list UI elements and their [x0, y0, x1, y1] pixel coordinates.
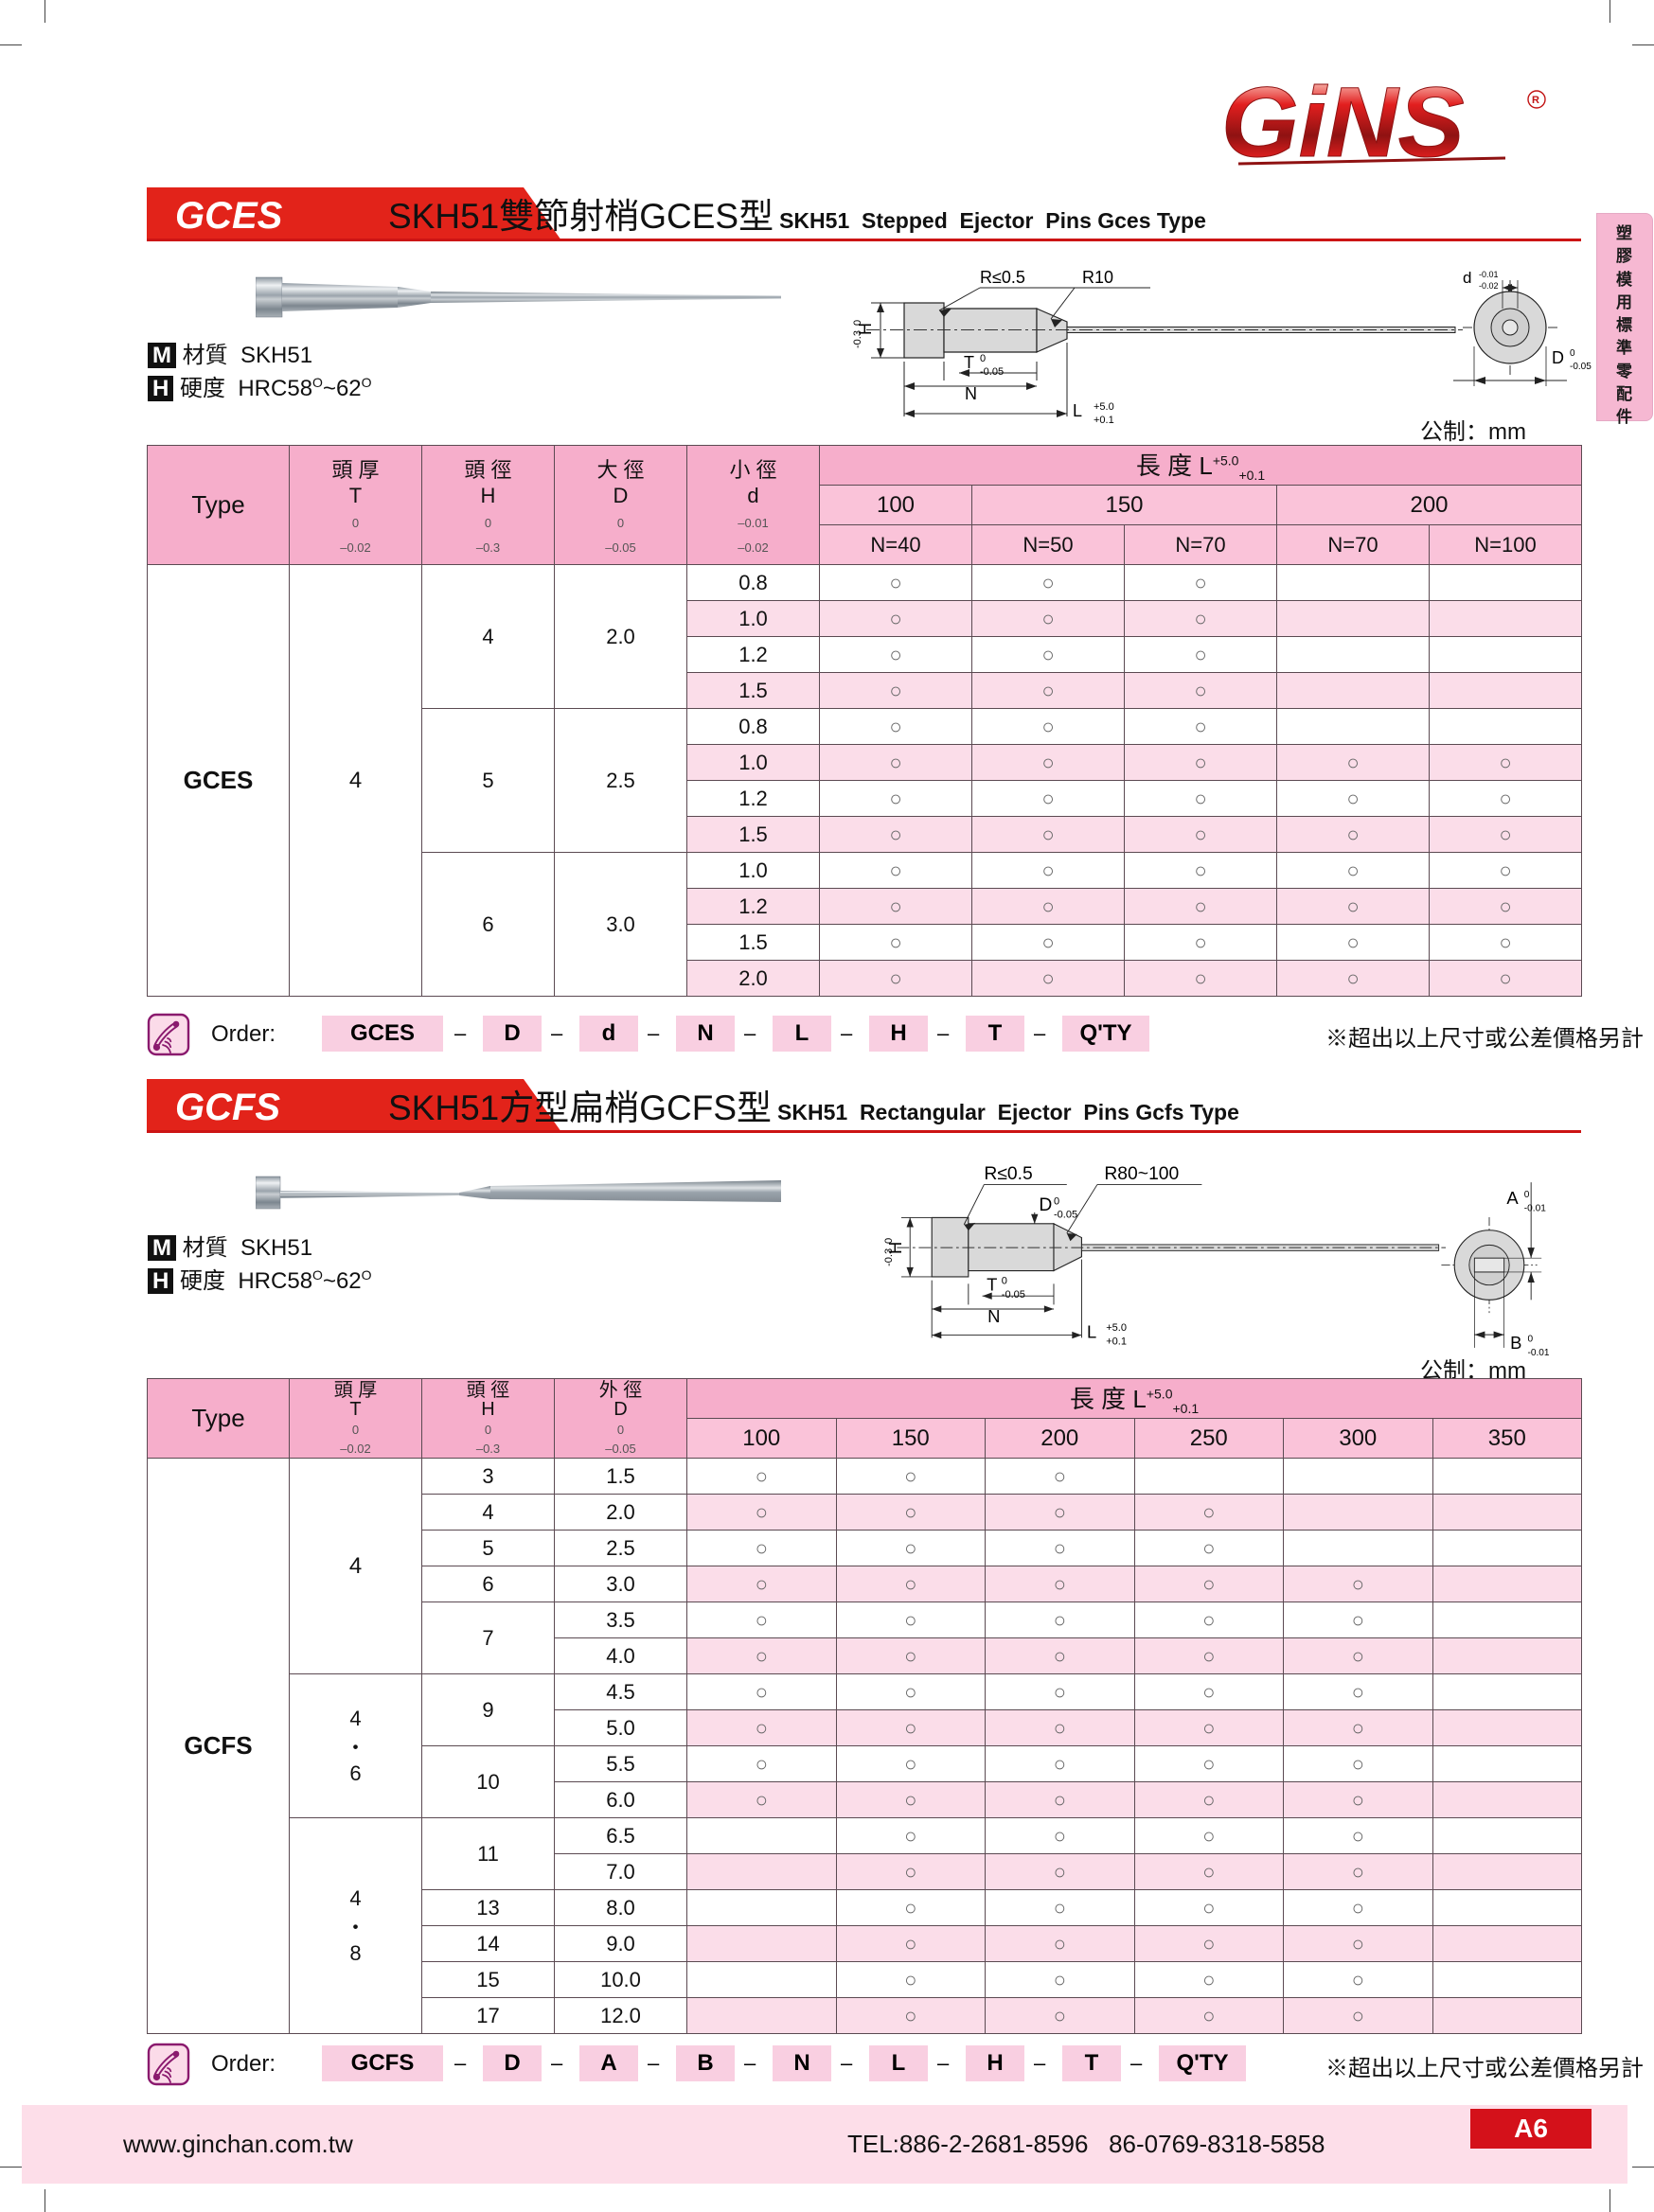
svg-text:R: R [1532, 95, 1539, 106]
svg-text:0: 0 [1570, 348, 1575, 359]
svg-text:R≤0.5: R≤0.5 [984, 1164, 1032, 1184]
svg-text:B: B [1510, 1333, 1521, 1353]
svg-text:T: T [987, 1275, 997, 1295]
svg-text:0: 0 [1054, 1196, 1059, 1208]
svg-text:L: L [1073, 401, 1082, 420]
svg-text:0: 0 [1002, 1275, 1007, 1286]
svg-text:0: 0 [1524, 1190, 1530, 1200]
svg-text:+5.0: +5.0 [1094, 401, 1114, 413]
svg-text:0: 0 [980, 353, 986, 364]
svg-text:-0.02: -0.02 [1479, 281, 1499, 291]
svg-text:GCFS: GCFS [175, 1087, 280, 1128]
svg-text:0: 0 [852, 320, 863, 326]
svg-text:-0.3: -0.3 [883, 1248, 895, 1266]
svg-text:N: N [987, 1306, 1000, 1326]
svg-text:R80~100: R80~100 [1104, 1164, 1179, 1184]
svg-text:0: 0 [883, 1238, 895, 1244]
svg-text:-0.05: -0.05 [1570, 362, 1592, 372]
svg-text:N: N [965, 384, 977, 403]
svg-text:d: d [1463, 269, 1471, 287]
svg-text:-0.05: -0.05 [980, 366, 1004, 378]
svg-text:-0.05: -0.05 [1054, 1209, 1077, 1220]
svg-text:-0.01: -0.01 [1479, 270, 1499, 279]
svg-text:-0.01: -0.01 [1524, 1204, 1546, 1214]
svg-text:GCES: GCES [175, 195, 283, 237]
svg-text:+0.1: +0.1 [1094, 415, 1114, 426]
svg-text:+5.0: +5.0 [1106, 1322, 1127, 1334]
svg-text:0: 0 [1527, 1335, 1533, 1345]
svg-text:D: D [1039, 1195, 1052, 1215]
svg-text:R≤0.5: R≤0.5 [980, 268, 1025, 287]
svg-text:T: T [964, 353, 974, 372]
svg-text:D: D [1552, 348, 1564, 367]
svg-text:+0.1: +0.1 [1106, 1336, 1127, 1348]
svg-text:L: L [1087, 1321, 1096, 1341]
svg-text:R10: R10 [1082, 268, 1113, 287]
svg-text:-0.01: -0.01 [1527, 1348, 1549, 1358]
svg-text:-0.05: -0.05 [1002, 1289, 1025, 1301]
svg-text:A: A [1506, 1188, 1519, 1208]
svg-text:-0.3: -0.3 [852, 330, 863, 348]
